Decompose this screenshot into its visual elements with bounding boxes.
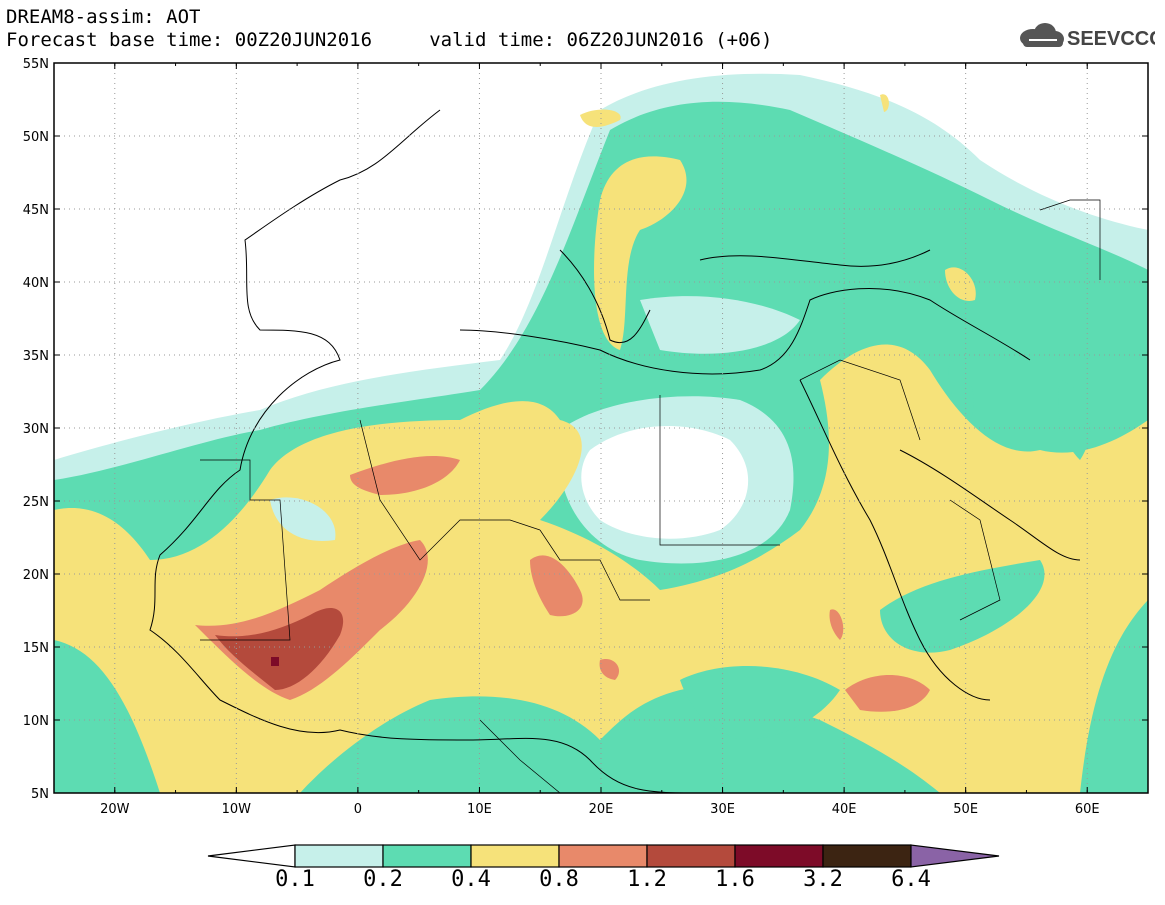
coastlines: [149, 109, 1081, 793]
aot-band-1.6: [271, 657, 279, 666]
lat-label: 10N: [23, 714, 49, 729]
lon-label: 10E: [467, 802, 492, 817]
lat-label: 20N: [23, 568, 49, 583]
lon-label: 20E: [589, 802, 614, 817]
colorbar: [207, 844, 1000, 868]
colorbar-level-label: 0.2: [363, 867, 403, 892]
seevccc-logo: SEEVCCC: [1020, 23, 1155, 50]
lat-label: 30N: [23, 422, 49, 437]
lat-label: 5N: [31, 787, 49, 802]
logo-text: SEEVCCC: [1067, 28, 1155, 50]
colorbar-swatch: [558, 844, 648, 868]
aot-band-1.2: [215, 607, 344, 690]
lon-label: 20W: [100, 802, 130, 817]
lat-label: 15N: [23, 641, 49, 656]
lat-label: 35N: [23, 349, 49, 364]
lat-label: 40N: [23, 276, 49, 291]
lon-label: 50E: [953, 802, 978, 817]
colorbar-under-triangle: [207, 844, 296, 868]
colorbar-level-label: 1.2: [627, 867, 667, 892]
longitude-labels: 20W 10W 0 10E 20E 30E 40E 50E 60E: [100, 802, 1100, 817]
colorbar-level-label: 0.4: [451, 867, 491, 892]
lat-label: 25N: [23, 495, 49, 510]
lon-label: 40E: [832, 802, 857, 817]
colorbar-swatch: [646, 844, 736, 868]
map-title: DREAM8-assim: AOT: [6, 6, 201, 28]
colorbar-over-triangle: [910, 844, 1000, 868]
lat-label: 55N: [23, 57, 49, 72]
colorbar-swatch: [470, 844, 560, 868]
latitude-labels: 55N 50N 45N 40N 35N 30N 25N 20N 15N 10N 5N: [23, 57, 49, 802]
country-borders: [200, 199, 1101, 793]
colorbar-swatch: [294, 844, 384, 868]
cloud-icon: [1020, 23, 1064, 47]
colorbar-level-label: 0.1: [275, 867, 315, 892]
colorbar-level-label: 1.6: [715, 867, 755, 892]
colorbar-swatch: [822, 844, 912, 868]
colorbar-swatch: [734, 844, 824, 868]
colorbar-level-label: 6.4: [891, 867, 931, 892]
colorbar-swatch: [382, 844, 472, 868]
axis-ticks: [53, 62, 1149, 794]
forecast-time-subtitle: Forecast base time: 00Z20JUN2016 valid t…: [6, 29, 773, 51]
lon-label: 10W: [222, 802, 252, 817]
colorbar-level-label: 3.2: [803, 867, 843, 892]
lon-label: 30E: [710, 802, 735, 817]
lat-label: 50N: [23, 130, 49, 145]
grid-lines: [54, 63, 1148, 793]
lon-label: 60E: [1075, 802, 1100, 817]
colorbar-level-label: 0.8: [539, 867, 579, 892]
lat-label: 45N: [23, 203, 49, 218]
lon-label: 0: [354, 802, 362, 817]
